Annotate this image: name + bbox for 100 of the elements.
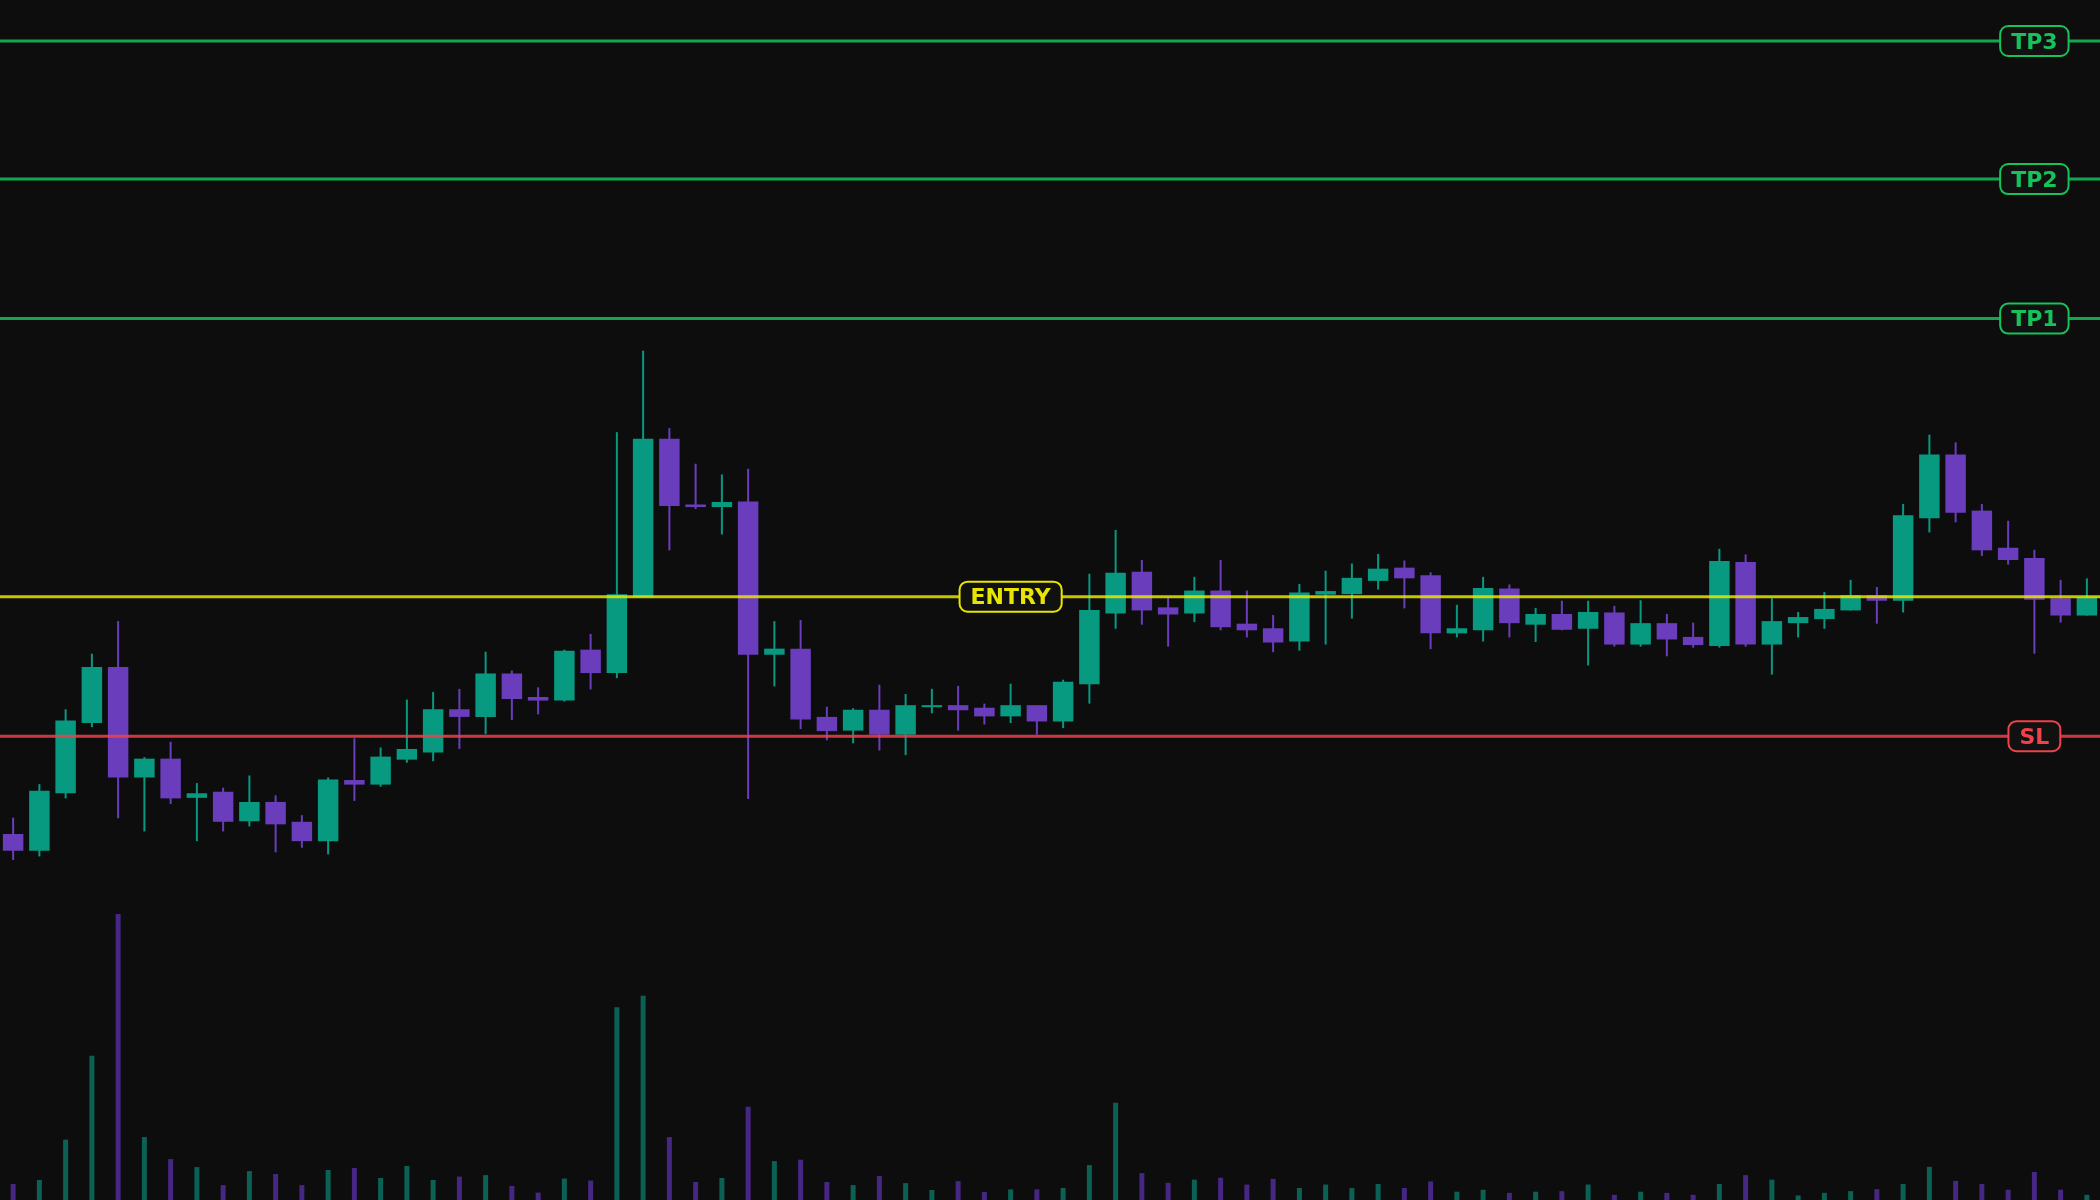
bar	[483, 1175, 489, 1200]
bar	[1506, 1192, 1512, 1200]
bar	[1743, 1175, 1749, 1200]
bar	[1113, 1102, 1119, 1200]
candlestick	[265, 794, 286, 854]
bar	[141, 1137, 147, 1200]
bar	[1401, 1187, 1407, 1200]
bar	[1848, 1191, 1854, 1200]
bar	[1611, 1194, 1617, 1200]
candlestick	[1394, 559, 1415, 610]
bar	[1979, 1183, 1985, 1200]
candlestick	[344, 737, 365, 802]
bar	[1270, 1178, 1276, 1200]
bar	[378, 1177, 384, 1200]
candlestick	[1787, 610, 1809, 639]
candlestick	[1367, 552, 1389, 591]
ref-line-label: TP3	[2011, 28, 2058, 54]
bar	[2005, 1189, 2011, 1200]
bar	[640, 995, 646, 1200]
bar	[876, 1175, 882, 1200]
candlestick	[239, 774, 260, 828]
candlestick	[1341, 562, 1363, 620]
bar	[1638, 1191, 1644, 1200]
bar	[36, 1179, 42, 1200]
bar	[2058, 1189, 2064, 1200]
bar	[1769, 1179, 1775, 1200]
bar	[273, 1173, 279, 1200]
bar	[1218, 1177, 1224, 1200]
bar	[1034, 1189, 1040, 1200]
bar	[1349, 1187, 1355, 1200]
bar	[1008, 1189, 1014, 1200]
candlestick	[921, 687, 943, 715]
bar	[1244, 1184, 1250, 1200]
candlestick	[842, 707, 864, 745]
candlestick	[947, 684, 969, 732]
candlestick	[527, 686, 549, 716]
bar	[1559, 1191, 1565, 1200]
bar	[955, 1181, 961, 1200]
bar	[1428, 1181, 1434, 1200]
bar	[1664, 1192, 1670, 1200]
bar	[1690, 1194, 1696, 1200]
bar	[1953, 1180, 1959, 1200]
ref-line-label: TP2	[2011, 166, 2058, 192]
bar	[1480, 1189, 1486, 1200]
bar	[719, 1177, 725, 1200]
bar	[1296, 1187, 1302, 1200]
candlestick	[449, 687, 470, 750]
candlestick	[1157, 596, 1179, 648]
bar	[535, 1192, 541, 1200]
bar	[1795, 1195, 1801, 1200]
candlestick	[1446, 603, 1468, 639]
candlestick	[186, 782, 208, 843]
bar	[614, 1007, 620, 1200]
candlestick	[396, 698, 418, 764]
candlestick	[1551, 599, 1573, 632]
candlestick	[974, 702, 995, 726]
bar	[666, 1137, 672, 1200]
candlestick	[1262, 614, 1284, 654]
candlestick	[685, 462, 706, 511]
bar	[246, 1171, 252, 1200]
bar	[1821, 1192, 1827, 1200]
bar	[1716, 1183, 1722, 1200]
candlestick	[1315, 569, 1336, 646]
bar	[63, 1139, 69, 1200]
candlestick	[2050, 578, 2071, 624]
bar	[115, 914, 121, 1200]
ref-line-label: TP1	[2011, 306, 2058, 332]
candlestick	[816, 705, 838, 742]
bar	[430, 1179, 436, 1200]
bar	[981, 1191, 987, 1200]
bar	[2031, 1171, 2037, 1200]
bar	[1086, 1165, 1092, 1200]
bar	[351, 1167, 357, 1200]
candlestick	[1656, 612, 1678, 658]
candlestick	[1000, 682, 1021, 724]
candlestick	[1761, 597, 1783, 676]
bar	[1165, 1182, 1171, 1200]
bar	[1926, 1166, 1932, 1200]
bar	[325, 1169, 331, 1200]
bar	[10, 1183, 16, 1200]
candlestick	[1525, 606, 1546, 644]
bar	[168, 1159, 174, 1200]
candlestick	[134, 756, 155, 833]
bar	[745, 1106, 751, 1200]
candlestick	[1997, 519, 2019, 566]
bar	[89, 1055, 95, 1200]
bar	[220, 1185, 226, 1200]
candlestick	[2076, 577, 2098, 617]
bar	[1874, 1189, 1880, 1200]
bar	[1533, 1191, 1539, 1200]
bar	[561, 1178, 567, 1200]
bar	[693, 1181, 699, 1200]
bar	[903, 1183, 909, 1200]
bar	[1139, 1173, 1145, 1200]
candlestick	[1682, 621, 1704, 649]
candlestick	[764, 620, 785, 688]
candlestick	[1577, 599, 1599, 667]
candlestick	[1630, 599, 1651, 648]
ref-line-label: ENTRY	[970, 584, 1052, 610]
bar	[824, 1181, 830, 1200]
